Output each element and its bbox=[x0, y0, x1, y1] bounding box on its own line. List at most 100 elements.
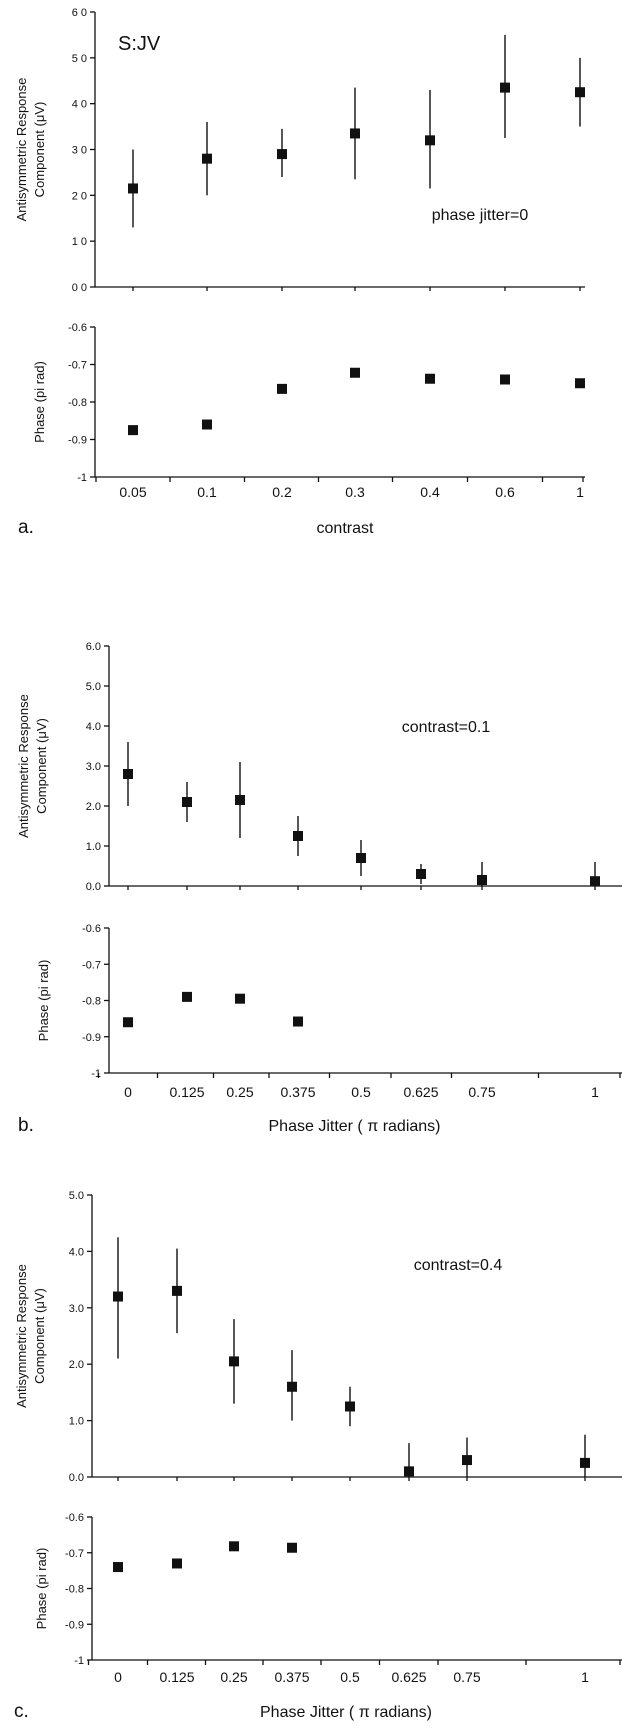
amplitude-point bbox=[277, 149, 287, 160]
phase-point bbox=[229, 1541, 239, 1552]
amplitude-y-label-line2: Component (μV) bbox=[32, 1288, 47, 1384]
amplitude-y-tick-label: 4.0 bbox=[69, 1246, 84, 1258]
phase-y-label: Phase (pi rad) bbox=[32, 361, 47, 443]
phase-y-tick-label: -1 bbox=[77, 472, 87, 484]
amplitude-y-label-line1: Antisymmetric Response bbox=[14, 78, 29, 222]
phase-y-tick-label: -0.9 bbox=[68, 435, 87, 447]
x-axis-label: Phase Jitter ( π radians) bbox=[260, 1704, 432, 1721]
amplitude-y-label-line2: Component (μV) bbox=[32, 102, 47, 198]
amplitude-y-tick-label: 0 0 bbox=[72, 282, 87, 294]
phase-point bbox=[128, 425, 138, 436]
panel-a: 0 0 1 0 2 0 3 0 4 0 5 0 6 0 Antisymmetric Respo… bbox=[14, 7, 585, 538]
x-tick-label: 0.25 bbox=[226, 1084, 253, 1100]
amplitude-y-tick-label: 2.0 bbox=[86, 801, 101, 813]
amplitude-point bbox=[416, 869, 426, 879]
x-tick-label: 0.2 bbox=[272, 484, 292, 500]
amplitude-y-tick-label: 1.0 bbox=[86, 841, 101, 853]
phase-point bbox=[350, 367, 360, 378]
amplitude-y-tick-label: 1.0 bbox=[69, 1416, 84, 1428]
x-tick-label: 0.6 bbox=[495, 484, 515, 500]
amplitude-y-tick-label: 0.0 bbox=[69, 1472, 84, 1484]
x-axis-label: contrast bbox=[317, 520, 374, 537]
phase-point bbox=[293, 1016, 303, 1027]
amplitude-y-tick-label: 2 0 bbox=[72, 190, 87, 202]
amplitude-y-tick-label: 3 0 bbox=[72, 145, 87, 157]
amplitude-point bbox=[477, 875, 487, 885]
phase-point bbox=[113, 1562, 123, 1573]
phase-y-tick-label: -0.8 bbox=[82, 996, 101, 1008]
panel-label: a. bbox=[18, 517, 34, 538]
x-tick-label: 1 bbox=[591, 1084, 599, 1100]
x-tick-label: 0 bbox=[114, 1669, 122, 1685]
condition-annotation: contrast=0.4 bbox=[414, 1257, 503, 1274]
phase-y-tick-label: -0.7 bbox=[65, 1548, 84, 1560]
subject-label: S:JV bbox=[118, 33, 161, 55]
amplitude-y-tick-label: 4 0 bbox=[72, 99, 87, 111]
amplitude-y-tick-label: 5 0 bbox=[72, 53, 87, 65]
amplitude-y-label-line2: Component (μV) bbox=[34, 718, 49, 814]
x-tick-label: 0.25 bbox=[220, 1669, 247, 1685]
amplitude-point bbox=[356, 853, 366, 863]
amplitude-point bbox=[500, 82, 510, 93]
phase-y-label: Phase (pi rad) bbox=[36, 960, 51, 1042]
phase-point bbox=[123, 1017, 133, 1028]
amplitude-point bbox=[287, 1381, 297, 1392]
x-tick-label: 1 bbox=[576, 484, 584, 500]
phase-y-tick-label: -0.9 bbox=[65, 1619, 84, 1631]
amplitude-point bbox=[293, 831, 303, 841]
amplitude-point bbox=[462, 1455, 472, 1466]
amplitude-y-tick-label: 5.0 bbox=[69, 1190, 84, 1202]
phase-point bbox=[575, 378, 585, 389]
phase-y-tick-label: -0.9 bbox=[82, 1032, 101, 1044]
x-tick-label: 0.05 bbox=[119, 484, 146, 500]
x-tick-label: 0.75 bbox=[453, 1669, 480, 1685]
amplitude-point bbox=[229, 1356, 239, 1367]
amplitude-point bbox=[575, 87, 585, 98]
amplitude-y-tick-label: 1 0 bbox=[72, 236, 87, 248]
x-axis-label: Phase Jitter ( π radians) bbox=[269, 1118, 441, 1135]
phase-point bbox=[202, 419, 212, 430]
phase-y-tick-label: -0.7 bbox=[82, 959, 101, 971]
x-tick-label: 0.5 bbox=[351, 1084, 371, 1100]
amplitude-point bbox=[172, 1285, 182, 1296]
phase-point bbox=[172, 1558, 182, 1569]
amplitude-point bbox=[182, 797, 192, 807]
amplitude-y-tick-label: 5.0 bbox=[86, 681, 101, 693]
x-tick-label: 0.1 bbox=[197, 484, 217, 500]
panel-b: 0.0 1.0 2.0 3.0 4.0 5.0 6.0 Antisymmetric Respo… bbox=[16, 641, 622, 1136]
phase-point bbox=[235, 993, 245, 1004]
phase-y-tick-label: -0.6 bbox=[82, 923, 101, 935]
amplitude-point bbox=[113, 1291, 123, 1302]
phase-point bbox=[277, 383, 287, 394]
x-tick-label: 0.375 bbox=[280, 1084, 315, 1100]
phase-y-label: Phase (pi rad) bbox=[34, 1548, 49, 1630]
amplitude-y-tick-label: 2.0 bbox=[69, 1359, 84, 1371]
x-tick-label: 0.125 bbox=[159, 1669, 194, 1685]
phase-y-tick-label: -0.8 bbox=[65, 1584, 84, 1596]
x-tick-label: 0.5 bbox=[340, 1669, 360, 1685]
panel-label: c. bbox=[14, 1701, 29, 1722]
amplitude-point bbox=[404, 1466, 414, 1477]
phase-y-tick-label: -0.6 bbox=[65, 1512, 84, 1524]
amplitude-y-tick-label: 6 0 bbox=[72, 7, 87, 19]
x-tick-label: 1 bbox=[581, 1669, 589, 1685]
amplitude-y-label-line1: Antisymmetric Response bbox=[14, 1264, 29, 1408]
amplitude-point bbox=[345, 1401, 355, 1412]
phase-y-tick-label: -1 bbox=[74, 1655, 84, 1667]
x-tick-label: 0.125 bbox=[169, 1084, 204, 1100]
amplitude-y-tick-label: 3.0 bbox=[86, 761, 101, 773]
phase-point bbox=[500, 374, 510, 385]
amplitude-point bbox=[580, 1457, 590, 1468]
condition-annotation: phase jitter=0 bbox=[432, 207, 529, 224]
phase-point bbox=[425, 373, 435, 384]
x-tick-label: 0.4 bbox=[420, 484, 440, 500]
amplitude-point bbox=[425, 135, 435, 146]
amplitude-point bbox=[128, 183, 138, 194]
phase-point bbox=[287, 1542, 297, 1553]
amplitude-point bbox=[123, 769, 133, 779]
amplitude-y-tick-label: 0.0 bbox=[86, 881, 101, 893]
amplitude-y-tick-label: 4.0 bbox=[86, 721, 101, 733]
amplitude-point bbox=[235, 795, 245, 805]
amplitude-y-tick-label: 3.0 bbox=[69, 1303, 84, 1315]
